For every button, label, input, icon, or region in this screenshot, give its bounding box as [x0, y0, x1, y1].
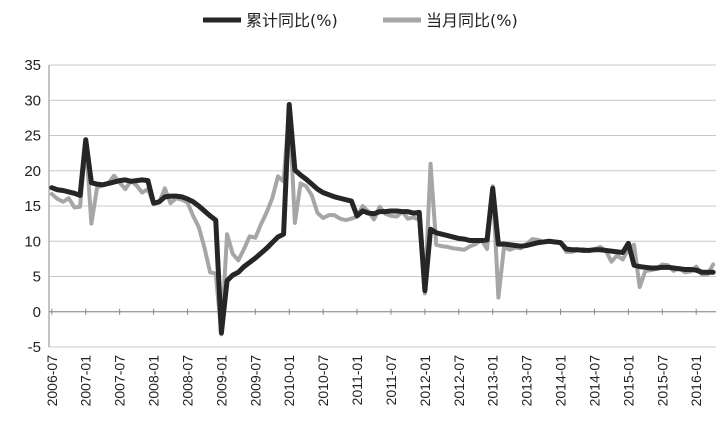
- x-tick-label: 2011-01: [349, 355, 365, 406]
- x-tick-label: 2016-01: [688, 355, 704, 407]
- x-tick-label: 2010-01: [281, 355, 297, 407]
- x-tick-label: 2015-07: [654, 355, 670, 407]
- x-tick-label: 2007-07: [112, 355, 128, 407]
- series-lines: [49, 101, 716, 337]
- x-tick-label: 2012-01: [417, 355, 433, 407]
- series-line-cumulative: [49, 101, 716, 336]
- x-axis-tick-labels: 2006-07 2007-01 2007-07 2008-01 2008-07 2009-…: [44, 355, 704, 407]
- x-tick-label: 2007-01: [78, 355, 94, 407]
- y-tick-label: 35: [24, 57, 41, 74]
- x-tick-label: 2012-07: [451, 355, 467, 407]
- y-tick-label: 30: [24, 92, 41, 109]
- y-tick-label: 15: [24, 198, 41, 215]
- x-tick-label: 2014-07: [586, 355, 602, 407]
- x-tick-label: 2011-07: [383, 355, 399, 406]
- y-tick-label: 20: [24, 163, 41, 180]
- y-tick-label: 10: [24, 233, 41, 250]
- y-tick-label: 25: [24, 128, 41, 145]
- y-tick-label: 0: [33, 304, 41, 321]
- legend: 累计同比(%) 当月同比(%): [203, 11, 518, 30]
- legend-label-monthly: 当月同比(%): [426, 11, 518, 30]
- x-tick-label: 2009-01: [213, 355, 229, 407]
- x-tick-label: 2015-01: [620, 355, 636, 407]
- legend-label-cumulative: 累计同比(%): [246, 11, 338, 30]
- gridlines: [49, 64, 716, 348]
- y-axis-tick-labels: 35 30 25 20 15 10 5 0 -5: [24, 57, 41, 356]
- x-tick-label: 2014-01: [553, 355, 569, 407]
- x-tick-label: 2008-01: [146, 355, 162, 407]
- y-tick-label: 5: [33, 269, 41, 286]
- series-line-monthly: [49, 105, 716, 337]
- x-tick-label: 2013-07: [519, 355, 535, 407]
- x-tick-label: 2010-07: [315, 355, 331, 407]
- x-tick-label: 2008-07: [179, 355, 195, 407]
- x-tick-label: 2006-07: [44, 355, 60, 407]
- x-tick-label: 2013-01: [485, 355, 501, 407]
- x-tick-label: 2009-07: [247, 355, 263, 407]
- axes: [48, 65, 716, 347]
- y-tick-label: -5: [28, 339, 41, 356]
